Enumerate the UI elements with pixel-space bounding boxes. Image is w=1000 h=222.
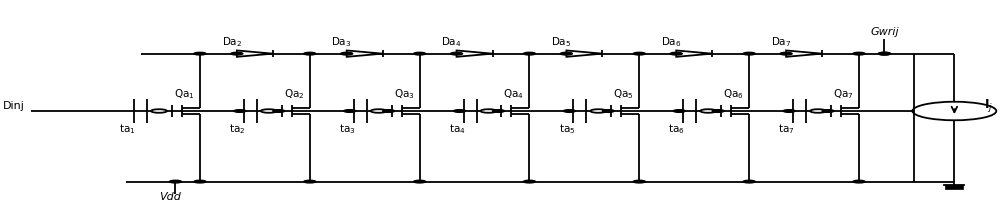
- Circle shape: [151, 109, 167, 113]
- Circle shape: [454, 110, 466, 112]
- Polygon shape: [786, 50, 822, 57]
- Circle shape: [783, 110, 795, 112]
- Text: $\mathbf{I}_j$: $\mathbf{I}_j$: [984, 97, 994, 114]
- Text: Da$_6$: Da$_6$: [661, 35, 682, 49]
- Circle shape: [383, 110, 395, 112]
- Circle shape: [273, 110, 285, 112]
- Text: Da$_5$: Da$_5$: [551, 35, 572, 49]
- Circle shape: [194, 180, 206, 183]
- Polygon shape: [347, 50, 383, 57]
- Circle shape: [523, 52, 535, 55]
- Circle shape: [414, 180, 426, 183]
- Circle shape: [344, 110, 356, 112]
- Circle shape: [743, 180, 755, 183]
- Text: ta$_5$: ta$_5$: [559, 122, 575, 136]
- Text: Da$_2$: Da$_2$: [222, 35, 242, 49]
- Text: Da$_3$: Da$_3$: [331, 35, 352, 49]
- Text: Da$_4$: Da$_4$: [441, 35, 462, 49]
- Circle shape: [371, 109, 387, 113]
- Circle shape: [810, 109, 826, 113]
- Polygon shape: [676, 50, 712, 57]
- Polygon shape: [237, 50, 273, 57]
- Circle shape: [523, 180, 535, 183]
- Circle shape: [493, 110, 504, 112]
- Text: ta$_6$: ta$_6$: [668, 122, 685, 136]
- Circle shape: [590, 109, 606, 113]
- Circle shape: [304, 52, 316, 55]
- Circle shape: [853, 180, 865, 183]
- Text: Vdd: Vdd: [160, 192, 181, 202]
- Text: Qa$_6$: Qa$_6$: [723, 87, 744, 101]
- Text: ta$_2$: ta$_2$: [229, 122, 246, 136]
- Circle shape: [481, 109, 497, 113]
- Circle shape: [451, 52, 463, 55]
- Circle shape: [712, 110, 724, 112]
- Circle shape: [194, 52, 206, 55]
- Circle shape: [673, 110, 685, 112]
- Text: ta$_3$: ta$_3$: [339, 122, 356, 136]
- Circle shape: [261, 109, 277, 113]
- Circle shape: [169, 180, 181, 183]
- Circle shape: [700, 109, 716, 113]
- Circle shape: [878, 52, 890, 55]
- Circle shape: [853, 52, 865, 55]
- Text: Gwrij: Gwrij: [870, 27, 899, 37]
- Text: Qa$_4$: Qa$_4$: [503, 87, 524, 101]
- Text: ta$_1$: ta$_1$: [119, 122, 136, 136]
- Circle shape: [304, 180, 316, 183]
- Circle shape: [234, 110, 246, 112]
- Circle shape: [780, 52, 792, 55]
- Text: Qa$_7$: Qa$_7$: [833, 87, 854, 101]
- Polygon shape: [566, 50, 602, 57]
- Circle shape: [563, 110, 575, 112]
- Circle shape: [822, 110, 834, 112]
- Text: Qa$_1$: Qa$_1$: [174, 87, 195, 101]
- Circle shape: [231, 52, 243, 55]
- Text: Qa$_2$: Qa$_2$: [284, 87, 304, 101]
- Text: ta$_4$: ta$_4$: [449, 122, 465, 136]
- Circle shape: [341, 52, 353, 55]
- Circle shape: [878, 52, 890, 55]
- Circle shape: [414, 52, 426, 55]
- Circle shape: [560, 52, 572, 55]
- Circle shape: [633, 180, 645, 183]
- Text: Dinj: Dinj: [3, 101, 25, 111]
- Text: ta$_7$: ta$_7$: [778, 122, 795, 136]
- Text: Da$_7$: Da$_7$: [771, 35, 791, 49]
- Bar: [945, 185, 963, 189]
- Circle shape: [633, 52, 645, 55]
- Text: Qa$_3$: Qa$_3$: [394, 87, 414, 101]
- Text: Qa$_5$: Qa$_5$: [613, 87, 634, 101]
- Circle shape: [743, 52, 755, 55]
- Polygon shape: [457, 50, 493, 57]
- Circle shape: [602, 110, 614, 112]
- Circle shape: [670, 52, 682, 55]
